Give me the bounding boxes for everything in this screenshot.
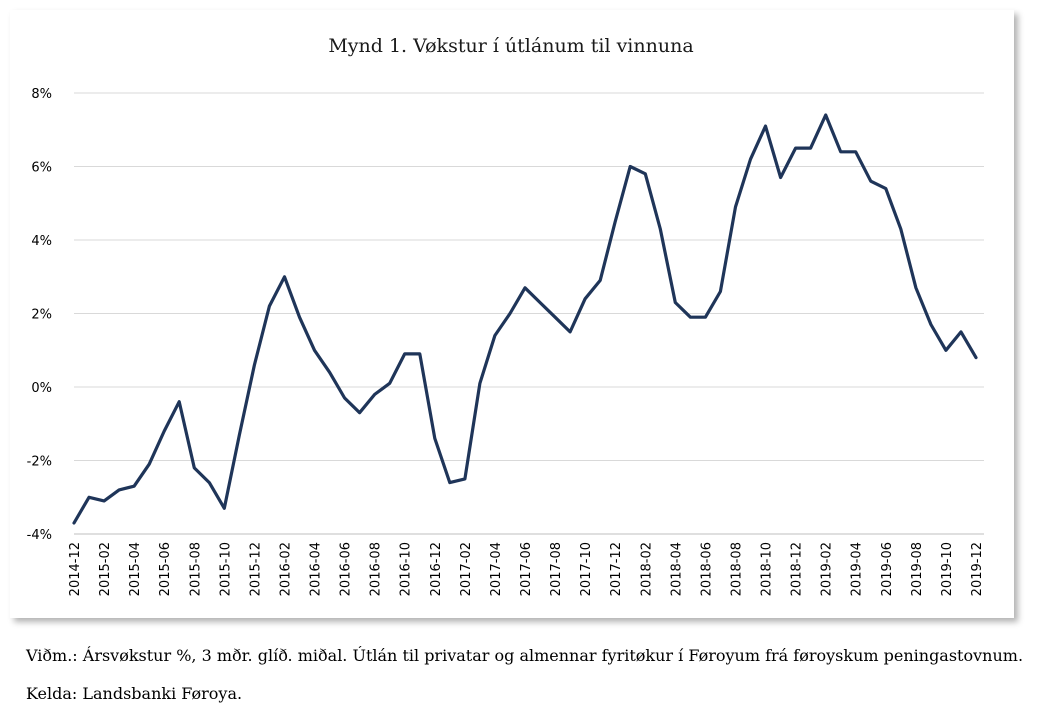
x-tick-label: 2019-06 <box>880 542 895 596</box>
x-tick-label: 2015-04 <box>128 542 143 596</box>
x-tick-label: 2018-02 <box>639 542 654 596</box>
x-tick-label: 2019-08 <box>910 542 925 596</box>
y-tick-label: -4% <box>27 528 52 543</box>
x-tick-label: 2019-02 <box>820 542 835 596</box>
x-tick-label: 2018-06 <box>699 542 714 596</box>
x-tick-label: 2017-02 <box>459 542 474 596</box>
x-axis: 2014-12 2015-02 2015-04 2015-06 2015-08 2015-… <box>68 542 985 596</box>
y-tick-label: 8% <box>31 87 52 102</box>
x-tick-label: 2017-12 <box>609 542 624 596</box>
x-tick-label: 2015-12 <box>248 542 263 596</box>
chart-container: Mynd 1. Vøkstur í útlánum til vinnuna -4… <box>10 10 1014 618</box>
y-tick-label: 0% <box>31 381 52 396</box>
x-tick-label: 2017-06 <box>519 542 534 596</box>
x-tick-label: 2019-04 <box>850 542 865 596</box>
x-tick-label: 2016-10 <box>399 542 414 596</box>
x-tick-label: 2016-06 <box>339 542 354 596</box>
x-tick-label: 2016-02 <box>278 542 293 596</box>
y-tick-label: -2% <box>27 455 52 470</box>
y-tick-label: 2% <box>31 308 52 323</box>
chart-title: Mynd 1. Vøkstur í útlánum til vinnuna <box>328 35 693 57</box>
x-tick-label: 2015-08 <box>188 542 203 596</box>
series-layer <box>72 113 978 525</box>
x-tick-label: 2019-10 <box>940 542 955 596</box>
x-tick-label: 2014-12 <box>68 542 83 596</box>
x-tick-label: 2017-08 <box>549 542 564 596</box>
x-tick-label: 2018-12 <box>790 542 805 596</box>
x-tick-label: 2018-10 <box>760 542 775 596</box>
y-tick-label: 6% <box>31 161 52 176</box>
x-tick-label: 2016-04 <box>309 542 324 596</box>
x-tick-label: 2017-04 <box>489 542 504 596</box>
y-tick-label: 4% <box>31 234 52 249</box>
gridlines <box>74 92 984 535</box>
x-tick-label: 2015-06 <box>158 542 173 596</box>
x-tick-label: 2016-08 <box>369 542 384 596</box>
y-axis: -4% -2% 0% 2% 4% 6% 8% <box>27 87 52 543</box>
x-tick-label: 2018-04 <box>669 542 684 596</box>
x-tick-label: 2019-12 <box>970 542 985 596</box>
x-tick-label: 2015-02 <box>98 542 113 596</box>
x-tick-label: 2018-08 <box>729 542 744 596</box>
chart-note: Viðm.: Ársvøkstur %, 3 mðr. glíð. miðal.… <box>26 646 1024 665</box>
x-tick-label: 2016-12 <box>429 542 444 596</box>
line-chart: Mynd 1. Vøkstur í útlánum til vinnuna -4… <box>27 35 985 596</box>
series-line <box>72 113 978 525</box>
chart-source: Kelda: Landsbanki Føroya. <box>26 684 243 703</box>
x-tick-label: 2015-10 <box>218 542 233 596</box>
x-tick-label: 2017-10 <box>579 542 594 596</box>
